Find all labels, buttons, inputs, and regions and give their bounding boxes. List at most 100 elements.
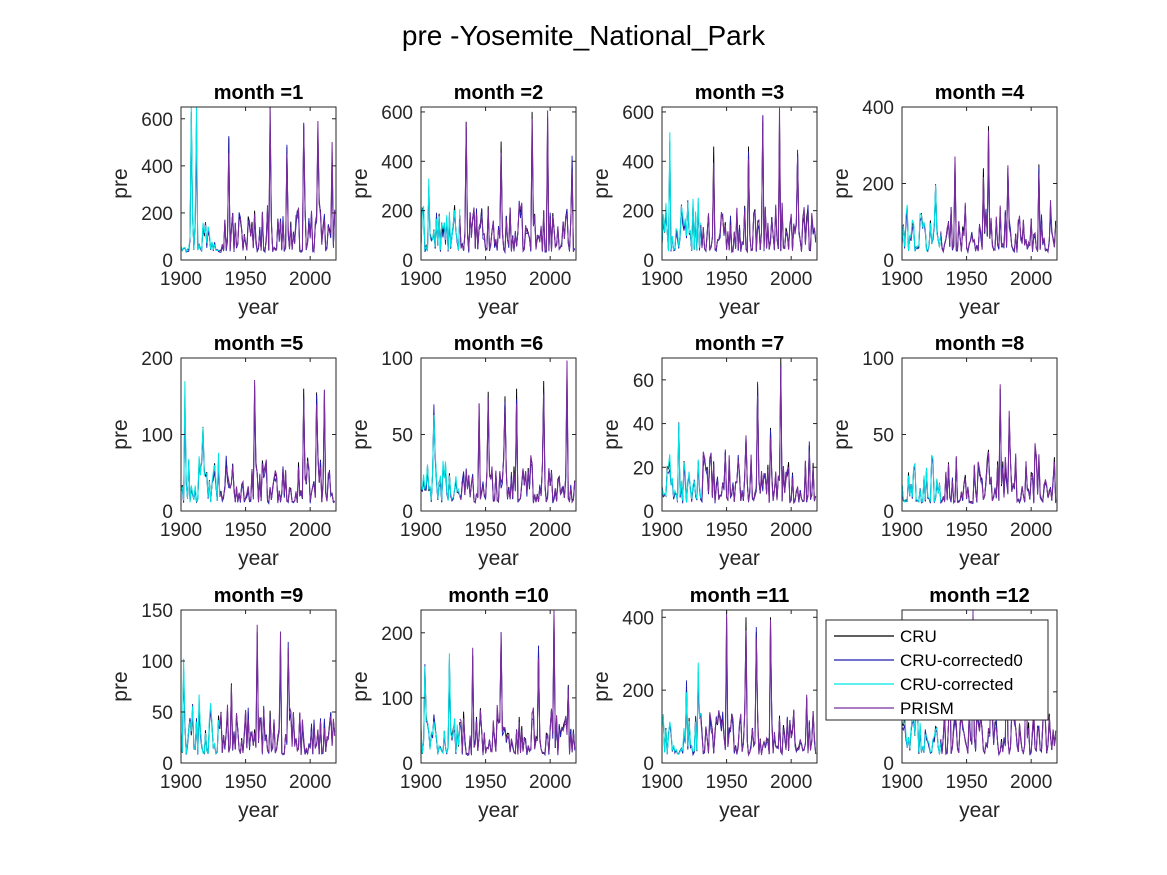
x-tick-label: 1950 <box>705 269 747 290</box>
y-tick-label: 0 <box>643 502 654 523</box>
axes-box <box>180 106 337 261</box>
x-tick-label: 1950 <box>945 520 987 541</box>
y-tick-label: 600 <box>622 103 654 124</box>
x-axis-label: year <box>959 799 1000 822</box>
y-axis-label: pre <box>590 168 613 198</box>
y-axis-label: pre <box>349 168 372 198</box>
series-prism-line <box>940 609 1057 757</box>
series-prism-line <box>700 609 817 757</box>
series-prism-line <box>219 379 335 504</box>
y-axis-label: pre <box>349 419 372 449</box>
series-prism-line <box>459 609 576 756</box>
y-tick-label: 200 <box>141 349 173 370</box>
subplot-title: month =11 <box>690 585 789 607</box>
legend-label: CRU-corrected <box>900 675 1013 694</box>
axes-box <box>180 609 337 764</box>
series-cru-corrected-line <box>420 178 461 252</box>
x-tick-label: 1950 <box>464 772 506 793</box>
x-tick-label: 2000 <box>529 269 571 290</box>
y-axis-label: pre <box>590 671 613 701</box>
x-tick-label: 1950 <box>464 269 506 290</box>
subplot-title: month =4 <box>935 82 1025 104</box>
y-tick-label: 0 <box>883 754 894 775</box>
figure-title: pre -Yosemite_National_Park <box>401 20 766 51</box>
series-cru-corrected-line <box>901 710 942 755</box>
subplot-title: month =1 <box>214 82 303 104</box>
x-tick-label: 1900 <box>160 772 202 793</box>
y-tick-label: 600 <box>141 110 173 131</box>
y-tick-label: 60 <box>633 371 654 392</box>
legend-label: CRU-corrected0 <box>900 651 1023 670</box>
y-axis-label: pre <box>109 168 132 198</box>
y-tick-label: 100 <box>381 689 413 710</box>
series-prism-line <box>940 130 1057 254</box>
y-tick-label: 400 <box>141 157 173 178</box>
y-axis-label: pre <box>830 419 853 449</box>
x-tick-label: 1950 <box>224 269 266 290</box>
x-tick-label: 1950 <box>705 520 747 541</box>
series-cru-corrected-line <box>661 132 702 252</box>
x-axis-label: year <box>478 799 519 822</box>
y-tick-label: 0 <box>162 251 173 272</box>
y-tick-label: 200 <box>381 202 413 223</box>
y-tick-label: 400 <box>862 98 894 119</box>
y-tick-label: 40 <box>633 415 654 436</box>
series-cru-corrected-line <box>180 658 221 755</box>
y-tick-label: 50 <box>392 426 413 447</box>
x-tick-label: 2000 <box>289 269 331 290</box>
x-tick-label: 1900 <box>881 772 923 793</box>
x-tick-label: 2000 <box>1010 772 1052 793</box>
subplot-title: month =6 <box>454 333 543 355</box>
y-axis-label: pre <box>109 671 132 701</box>
x-tick-label: 2000 <box>289 772 331 793</box>
subplot-title: month =10 <box>448 585 549 607</box>
x-axis-label: year <box>478 296 519 319</box>
y-tick-label: 0 <box>402 502 413 523</box>
x-tick-label: 1900 <box>160 269 202 290</box>
subplot-title: month =9 <box>214 585 303 607</box>
series-cru-corrected-line <box>661 662 702 756</box>
y-tick-label: 400 <box>622 608 654 629</box>
y-tick-label: 0 <box>883 502 894 523</box>
x-axis-label: year <box>238 296 279 319</box>
x-tick-label: 1900 <box>160 520 202 541</box>
y-tick-label: 100 <box>381 349 413 370</box>
x-tick-label: 1950 <box>224 520 266 541</box>
series-cru-corrected-line <box>180 106 220 253</box>
y-tick-label: 100 <box>141 426 173 447</box>
y-tick-label: 400 <box>381 152 413 173</box>
y-axis-label: pre <box>109 419 132 449</box>
y-tick-label: 100 <box>141 652 173 673</box>
series-cru-corrected0-line <box>180 119 336 254</box>
y-tick-label: 0 <box>643 754 654 775</box>
x-axis-label: year <box>719 799 760 822</box>
y-tick-label: 200 <box>622 681 654 702</box>
legend-box <box>825 619 1049 721</box>
series-cru-corrected-line <box>901 185 942 252</box>
y-tick-label: 50 <box>873 426 894 447</box>
series-prism-line <box>940 384 1057 505</box>
x-tick-label: 1950 <box>945 269 987 290</box>
x-tick-label: 2000 <box>529 520 571 541</box>
x-tick-label: 2000 <box>770 772 812 793</box>
series-cru-corrected-line <box>180 381 221 503</box>
y-tick-label: 0 <box>162 502 173 523</box>
subplot-title: month =2 <box>454 82 543 104</box>
x-tick-label: 1900 <box>400 772 442 793</box>
y-tick-label: 150 <box>141 601 173 622</box>
x-tick-label: 1900 <box>881 520 923 541</box>
y-tick-label: 50 <box>152 703 173 724</box>
y-axis-label: pre <box>600 419 623 449</box>
series-prism-line <box>219 624 336 755</box>
axes-box <box>661 106 818 261</box>
y-tick-label: 0 <box>162 754 173 775</box>
subplot-title: month =12 <box>929 585 1030 607</box>
x-tick-label: 1900 <box>641 269 683 290</box>
series-cru-corrected0-line <box>901 625 1057 756</box>
subplot-title: month =5 <box>214 333 303 355</box>
series-cru-corrected0-line <box>661 115 817 253</box>
series-prism-line <box>700 365 817 505</box>
x-tick-label: 2000 <box>529 772 571 793</box>
